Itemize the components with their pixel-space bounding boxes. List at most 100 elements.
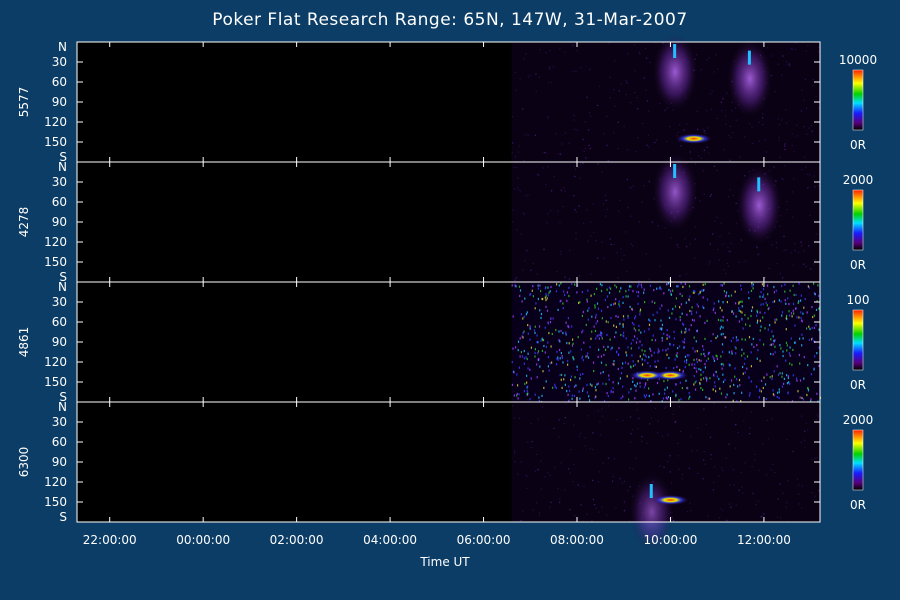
noise-speck: [573, 114, 575, 117]
noise-speck: [636, 96, 638, 99]
noise-speck: [714, 381, 716, 384]
noise-speck: [573, 165, 575, 168]
noise-speck: [767, 293, 769, 296]
noise-speck: [814, 259, 817, 261]
noise-speck: [639, 308, 642, 311]
noise-speck: [784, 165, 786, 167]
noise-speck: [549, 321, 552, 324]
noise-speck: [766, 284, 769, 287]
noise-speck: [803, 356, 805, 359]
noise-speck: [567, 393, 569, 396]
noise-speck: [563, 423, 565, 425]
noise-speck: [551, 361, 553, 364]
noise-speck: [672, 390, 674, 393]
noise-speck: [768, 438, 770, 440]
noise-speck: [718, 475, 720, 477]
noise-speck: [788, 303, 790, 306]
noise-speck: [703, 352, 705, 355]
noise-speck: [618, 300, 620, 303]
noise-speck: [733, 312, 735, 315]
noise-speck: [766, 419, 768, 422]
noise-speck: [617, 353, 619, 356]
noise-speck: [633, 327, 635, 330]
noise-speck: [596, 104, 599, 106]
noise-speck: [625, 79, 627, 81]
noise-speck: [641, 363, 644, 366]
noise-speck: [811, 337, 813, 340]
noise-speck: [658, 287, 660, 290]
noise-speck: [759, 319, 761, 322]
noise-speck: [785, 506, 787, 508]
aurora-hotspot: [652, 495, 689, 505]
noise-speck: [762, 117, 764, 119]
noise-speck: [712, 333, 714, 336]
noise-speck: [693, 374, 695, 378]
noise-speck: [743, 420, 745, 422]
noise-speck: [538, 175, 540, 177]
noise-speck: [602, 382, 604, 385]
noise-speck: [791, 48, 794, 50]
noise-speck: [779, 272, 782, 275]
noise-speck: [761, 283, 763, 286]
noise-speck: [737, 431, 739, 434]
noise-speck: [779, 483, 781, 485]
noise-speck: [628, 398, 630, 401]
noise-speck: [577, 517, 579, 519]
noise-speck: [751, 309, 753, 312]
noise-speck: [788, 310, 790, 313]
noise-speck: [791, 315, 793, 318]
noise-speck: [798, 503, 800, 505]
noise-speck: [588, 307, 590, 310]
noise-speck: [527, 194, 529, 196]
noise-speck: [662, 397, 665, 400]
noise-speck: [563, 290, 565, 293]
noise-speck: [784, 148, 786, 151]
noise-speck: [549, 474, 551, 476]
y-tick-label: S: [59, 150, 67, 164]
noise-speck: [519, 294, 521, 298]
noise-speck: [578, 301, 580, 304]
aurora-core: [673, 44, 677, 58]
noise-speck: [758, 469, 760, 472]
noise-speck: [705, 423, 707, 425]
noise-speck: [641, 349, 643, 352]
noise-speck: [519, 289, 522, 292]
noise-speck: [776, 365, 778, 368]
noise-speck: [552, 386, 554, 389]
noise-speck: [735, 223, 737, 225]
noise-speck: [522, 332, 524, 335]
noise-speck: [702, 345, 704, 348]
noise-speck: [544, 296, 546, 299]
noise-speck: [758, 389, 761, 392]
noise-speck: [632, 245, 634, 247]
noise-speck: [704, 130, 706, 132]
noise-speck: [727, 250, 730, 253]
noise-speck: [603, 203, 605, 205]
noise-speck: [600, 289, 603, 293]
noise-speck: [758, 396, 760, 399]
noise-speck: [598, 337, 600, 340]
noise-speck: [704, 283, 706, 286]
noise-speck: [760, 303, 762, 306]
noise-speck: [790, 252, 792, 254]
noise-speck: [770, 352, 772, 356]
noise-speck: [752, 337, 754, 340]
noise-speck: [653, 289, 655, 292]
noise-speck: [808, 127, 810, 129]
noise-speck: [522, 510, 524, 512]
noise-speck: [703, 306, 705, 309]
noise-speck: [547, 213, 549, 215]
noise-speck: [627, 314, 629, 318]
noise-speck: [675, 383, 677, 386]
noise-speck: [803, 439, 806, 441]
noise-speck: [766, 304, 768, 307]
noise-speck: [791, 145, 793, 147]
noise-speck: [616, 351, 618, 354]
noise-speck: [750, 411, 752, 413]
noise-speck: [712, 489, 714, 491]
noise-speck: [738, 489, 740, 491]
noise-speck: [545, 183, 547, 185]
noise-speck: [693, 358, 695, 361]
noise-speck: [621, 366, 623, 369]
noise-speck: [564, 51, 566, 53]
